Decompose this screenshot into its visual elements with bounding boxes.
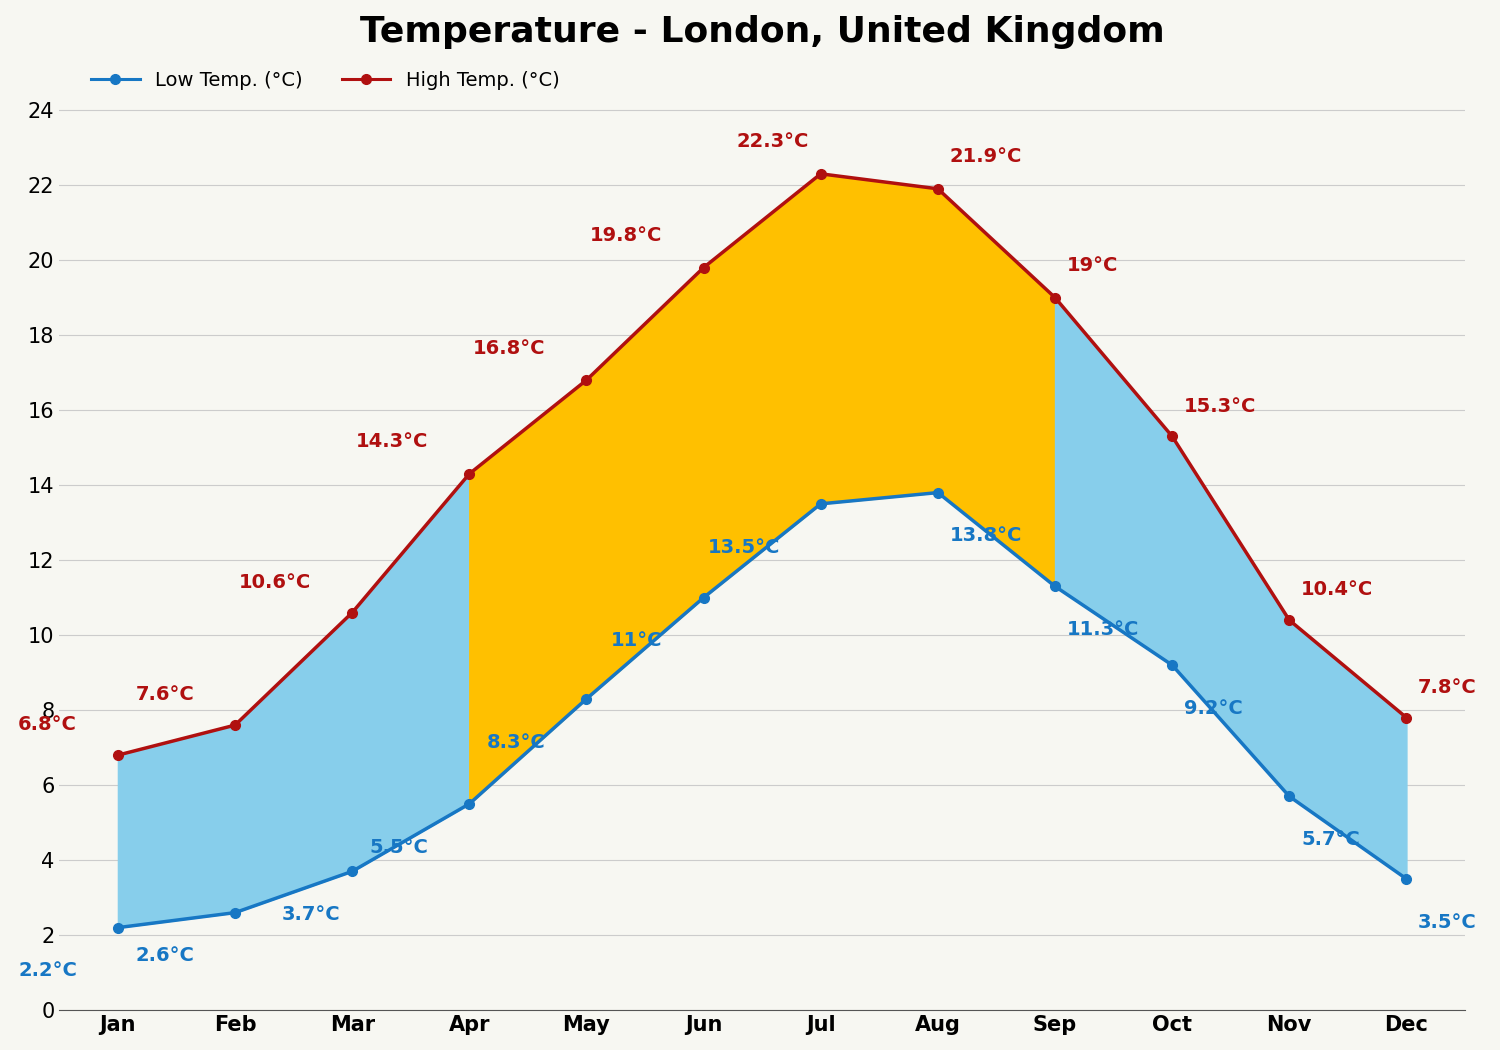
Text: 9.2°C: 9.2°C bbox=[1184, 699, 1242, 718]
High Temp. (°C) bbox=[344, 606, 362, 618]
High Temp. (°C) bbox=[578, 374, 596, 386]
Low Temp. (°C) bbox=[1281, 790, 1299, 802]
Text: 13.5°C: 13.5°C bbox=[708, 538, 780, 556]
High Temp. (°C) bbox=[1398, 711, 1416, 723]
High Temp. (°C) bbox=[460, 467, 478, 480]
Text: 2.2°C: 2.2°C bbox=[18, 962, 76, 981]
Text: 3.5°C: 3.5°C bbox=[1418, 912, 1478, 931]
Text: 16.8°C: 16.8°C bbox=[472, 338, 546, 358]
Text: 11°C: 11°C bbox=[610, 631, 663, 650]
Text: 2.6°C: 2.6°C bbox=[135, 946, 194, 965]
High Temp. (°C) bbox=[226, 719, 244, 732]
Text: 10.6°C: 10.6°C bbox=[238, 573, 310, 592]
Text: 3.7°C: 3.7°C bbox=[282, 905, 340, 924]
Text: 13.8°C: 13.8°C bbox=[950, 526, 1022, 545]
Title: Temperature - London, United Kingdom: Temperature - London, United Kingdom bbox=[360, 15, 1164, 49]
Low Temp. (°C) bbox=[110, 921, 128, 933]
High Temp. (°C) bbox=[1162, 430, 1180, 443]
Text: 14.3°C: 14.3°C bbox=[356, 433, 429, 452]
Legend: Low Temp. (°C), High Temp. (°C): Low Temp. (°C), High Temp. (°C) bbox=[82, 64, 567, 98]
High Temp. (°C) bbox=[1281, 614, 1299, 627]
High Temp. (°C) bbox=[1046, 291, 1064, 303]
Low Temp. (°C) bbox=[1398, 873, 1416, 885]
Text: 11.3°C: 11.3°C bbox=[1066, 621, 1138, 639]
High Temp. (°C) bbox=[812, 168, 830, 181]
Low Temp. (°C) bbox=[460, 798, 478, 811]
Text: 5.5°C: 5.5°C bbox=[369, 838, 429, 857]
Low Temp. (°C) bbox=[1162, 658, 1180, 671]
Low Temp. (°C) bbox=[578, 693, 596, 706]
Text: 8.3°C: 8.3°C bbox=[486, 733, 546, 752]
Text: 21.9°C: 21.9°C bbox=[950, 147, 1022, 166]
High Temp. (°C) bbox=[694, 261, 712, 274]
Text: 6.8°C: 6.8°C bbox=[18, 715, 76, 735]
Text: 7.6°C: 7.6°C bbox=[135, 686, 194, 705]
Text: 5.7°C: 5.7°C bbox=[1300, 831, 1360, 849]
Low Temp. (°C) bbox=[812, 498, 830, 510]
Low Temp. (°C) bbox=[694, 591, 712, 604]
Low Temp. (°C) bbox=[1046, 580, 1064, 592]
Line: Low Temp. (°C): Low Temp. (°C) bbox=[112, 488, 1412, 932]
Text: 15.3°C: 15.3°C bbox=[1184, 397, 1256, 416]
Text: 10.4°C: 10.4°C bbox=[1300, 581, 1374, 600]
Text: 19°C: 19°C bbox=[1066, 256, 1118, 275]
High Temp. (°C) bbox=[110, 749, 128, 761]
Line: High Temp. (°C): High Temp. (°C) bbox=[112, 169, 1412, 760]
Low Temp. (°C) bbox=[928, 486, 946, 499]
Text: 19.8°C: 19.8°C bbox=[590, 226, 663, 245]
High Temp. (°C) bbox=[928, 183, 946, 195]
Low Temp. (°C) bbox=[344, 865, 362, 878]
Low Temp. (°C) bbox=[226, 906, 244, 919]
Text: 7.8°C: 7.8°C bbox=[1418, 678, 1478, 697]
Text: 22.3°C: 22.3°C bbox=[736, 132, 808, 151]
